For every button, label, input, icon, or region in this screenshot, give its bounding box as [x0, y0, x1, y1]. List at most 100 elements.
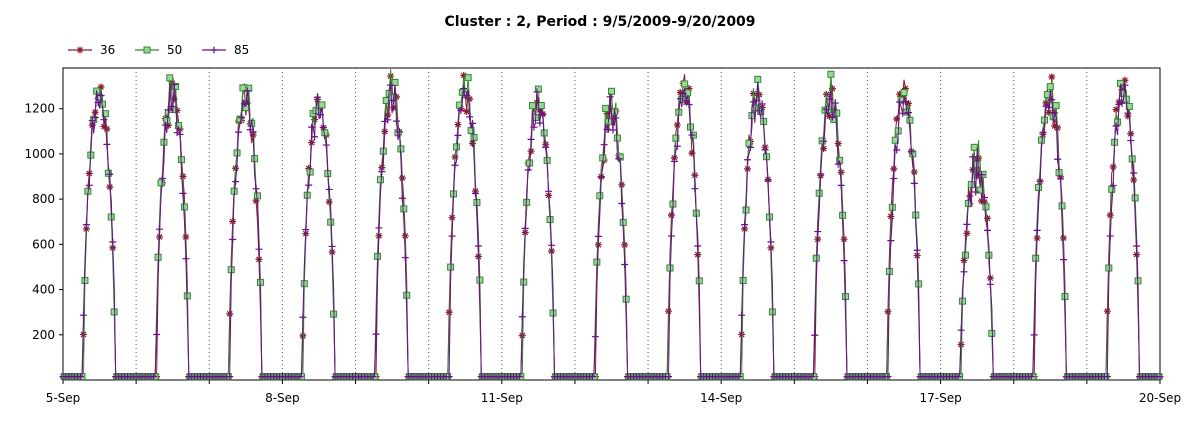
- data-point: [255, 245, 263, 253]
- data-point: [764, 177, 772, 185]
- series-line: [63, 81, 1160, 378]
- data-point: [1133, 242, 1141, 250]
- data-point: [969, 153, 977, 161]
- data-point: [470, 133, 478, 141]
- data-point: [1059, 256, 1067, 264]
- data-point: [314, 93, 322, 101]
- data-point: [515, 373, 523, 381]
- data-point: [741, 221, 749, 229]
- data-point: [157, 179, 165, 187]
- data-point: [983, 226, 991, 234]
- data-point: [910, 179, 918, 187]
- data-point: [463, 108, 471, 116]
- grid-lines: [135, 68, 1088, 380]
- data-point: [1114, 118, 1122, 126]
- data-point: [1106, 232, 1114, 240]
- data-point: [752, 96, 760, 104]
- data-point: [457, 107, 465, 115]
- data-point: [828, 85, 836, 93]
- data-point: [596, 192, 604, 200]
- data-point: [249, 128, 257, 136]
- series-group: [59, 69, 1164, 381]
- data-point: [954, 373, 962, 381]
- data-point: [150, 373, 158, 381]
- data-point: [471, 190, 479, 198]
- data-point: [901, 98, 909, 106]
- data-point: [302, 226, 310, 234]
- data-point: [79, 311, 87, 319]
- legend-marker: [76, 46, 84, 54]
- data-point: [1118, 99, 1126, 107]
- data-point: [960, 256, 968, 264]
- data-point: [85, 181, 93, 189]
- data-point: [319, 123, 327, 131]
- data-point: [232, 178, 240, 186]
- data-point: [685, 101, 693, 109]
- data-point: [982, 203, 990, 211]
- data-point: [401, 254, 409, 262]
- data-point: [913, 246, 921, 254]
- data-point: [963, 229, 971, 237]
- data-point: [94, 99, 102, 106]
- x-tick-label: 14-Sep: [700, 391, 742, 405]
- data-point: [176, 130, 184, 138]
- data-point: [153, 331, 161, 339]
- data-point: [448, 232, 456, 240]
- y-tick-label: 200: [32, 328, 55, 342]
- data-point: [673, 121, 681, 129]
- x-axis: 5-Sep 8-Sep 11-Sep 14-Sep 17-Sep 20-Sep: [46, 380, 1181, 405]
- data-point: [986, 280, 994, 288]
- data-point: [398, 194, 406, 202]
- data-point: [691, 185, 699, 193]
- data-point: [672, 134, 680, 142]
- data-point: [983, 214, 991, 222]
- data-point: [1112, 106, 1120, 114]
- data-point: [103, 140, 111, 148]
- data-point: [1109, 181, 1117, 189]
- data-point: [823, 105, 831, 113]
- data-point: [820, 145, 828, 153]
- data-point: [460, 72, 468, 80]
- data-point: [180, 203, 188, 211]
- data-point: [536, 119, 544, 127]
- data-point: [961, 251, 969, 259]
- data-point: [100, 122, 108, 130]
- data-point: [1109, 163, 1117, 171]
- data-point: [466, 113, 474, 121]
- data-point: [182, 255, 190, 263]
- data-point: [464, 74, 472, 82]
- data-point: [678, 96, 686, 104]
- data-point: [172, 82, 180, 90]
- data-point: [100, 116, 108, 124]
- data-point: [1108, 185, 1116, 193]
- data-point: [667, 211, 675, 219]
- data-point: [676, 88, 684, 96]
- plot-frame: [62, 67, 1161, 381]
- data-point: [539, 111, 547, 119]
- data-point: [90, 115, 98, 123]
- data-point: [904, 100, 912, 108]
- data-point: [1051, 109, 1059, 117]
- data-point: [606, 93, 614, 101]
- data-point: [235, 128, 243, 136]
- data-point: [1048, 96, 1056, 104]
- data-point: [616, 153, 624, 161]
- data-point: [899, 92, 907, 100]
- data-point: [831, 99, 839, 107]
- data-point: [975, 154, 983, 162]
- data-point: [904, 109, 912, 117]
- data-point: [548, 241, 556, 249]
- data-point: [452, 143, 460, 151]
- data-point: [887, 237, 895, 245]
- data-point: [469, 119, 477, 127]
- data-point: [815, 189, 823, 197]
- x-tick-label: 20-Sep: [1139, 391, 1181, 405]
- data-point: [825, 95, 833, 103]
- x-tick-label: 11-Sep: [481, 391, 523, 405]
- data-point: [834, 160, 842, 168]
- data-point: [91, 114, 99, 122]
- data-point: [454, 131, 462, 139]
- data-point: [978, 171, 986, 179]
- data-point: [742, 206, 750, 214]
